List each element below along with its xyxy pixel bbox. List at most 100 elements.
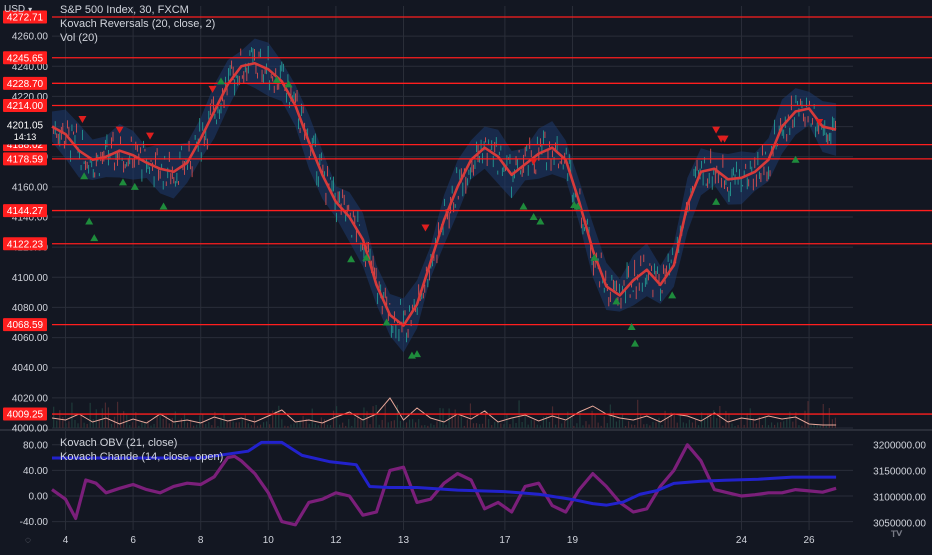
up-arrow-icon (712, 197, 721, 205)
up-arrow-icon (631, 339, 640, 347)
level-label-bg (3, 98, 47, 112)
sub-right-tick-label: 3200000.00 (873, 440, 926, 451)
up-arrow-icon (80, 172, 89, 180)
level-label: 4144.27 (7, 206, 44, 217)
x-tick-label: 12 (330, 535, 342, 546)
indicator-kovach-reversals[interactable]: Kovach Reversals (20, close, 2) (60, 18, 216, 30)
sub-y-tick-label: -40.00 (20, 517, 49, 528)
level-label: 4068.59 (7, 320, 44, 331)
indicator-kovach-obv[interactable]: Kovach OBV (21, close) (60, 437, 178, 449)
down-arrow-icon (720, 135, 729, 143)
up-arrow-icon (413, 350, 422, 358)
up-arrow-icon (284, 80, 293, 88)
down-arrow-icon (529, 158, 538, 166)
up-arrow-icon (536, 217, 545, 225)
volume-ma-line (51, 397, 837, 426)
up-arrow-icon (90, 234, 99, 242)
sub-right-tick-label: 3100000.00 (873, 492, 926, 503)
sub-legend: Kovach OBV (21, close) Kovach Chande (14… (60, 436, 223, 464)
level-label: 4245.65 (7, 53, 44, 64)
up-arrow-icon (668, 291, 677, 299)
x-tick-label: 17 (499, 535, 511, 546)
down-arrow-icon (146, 132, 155, 140)
level-label-bg (3, 10, 47, 24)
down-arrow-icon (421, 224, 430, 232)
level-label: 4214.00 (7, 101, 44, 112)
up-arrow-icon (362, 253, 371, 261)
level-label: 4122.23 (7, 239, 44, 250)
chande-line (51, 443, 837, 527)
sub-y-tick-label: 80.00 (23, 440, 48, 451)
level-label-bg (3, 318, 47, 332)
obv-line (52, 440, 837, 507)
up-arrow-icon (627, 323, 636, 331)
x-tick-label: 13 (398, 535, 410, 546)
y-tick-label: 4140.00 (12, 213, 49, 224)
up-arrow-icon (272, 75, 281, 83)
currency-label: USD (4, 4, 26, 15)
up-arrow-icon (519, 202, 528, 210)
currency-selector[interactable]: USD ▾ (4, 4, 32, 15)
sub-y-tick-label: 0.00 (29, 492, 49, 503)
y-tick-label: 4100.00 (12, 273, 49, 284)
reversal-ma-line (51, 61, 837, 327)
x-tick-label: 19 (567, 535, 579, 546)
level-label-bg (3, 152, 47, 166)
level-label-bg (3, 407, 47, 421)
countdown-label: 14:13 (14, 132, 37, 142)
symbol-title[interactable]: S&P 500 Index, 30, FXCM (60, 4, 189, 16)
sub-y-tick-label: 40.00 (23, 466, 48, 477)
up-arrow-icon (529, 213, 538, 220)
up-arrow-icon (159, 202, 168, 210)
settings-icon: ◌ (25, 535, 31, 546)
y-tick-label: 4020.00 (12, 393, 49, 404)
level-label: 4188.02 (7, 140, 44, 151)
y-tick-label: 4240.00 (12, 62, 49, 73)
x-tick-label: 10 (263, 535, 275, 546)
up-arrow-icon (347, 255, 356, 263)
main-legend: S&P 500 Index, 30, FXCM Kovach Reversals… (60, 3, 215, 45)
y-tick-label: 4160.00 (12, 182, 49, 193)
sub-right-tick-label: 3050000.00 (873, 518, 926, 529)
down-arrow-icon (712, 126, 721, 134)
x-tick-label: 26 (804, 535, 816, 546)
y-tick-label: 4220.00 (12, 92, 49, 103)
current-price-label: 4201.05 (7, 120, 44, 131)
current-price-bg (2, 117, 48, 145)
level-label-bg (3, 204, 47, 218)
y-tick-label: 4040.00 (12, 363, 49, 374)
up-arrow-icon (612, 297, 621, 305)
y-tick-label: 4000.00 (12, 424, 49, 435)
y-tick-label: 4260.00 (12, 32, 49, 43)
level-label: 4272.71 (7, 12, 44, 23)
level-label: 4228.70 (7, 79, 44, 90)
up-arrow-icon (118, 178, 127, 186)
down-arrow-icon (815, 119, 824, 127)
indicator-volume[interactable]: Vol (20) (60, 32, 98, 44)
up-arrow-icon (85, 217, 94, 225)
y-tick-label: 4080.00 (12, 303, 49, 314)
down-arrow-icon (208, 85, 217, 93)
down-arrow-icon (115, 126, 124, 134)
level-label: 4178.59 (7, 154, 44, 165)
up-arrow-icon (590, 253, 599, 261)
level-label: 4009.25 (7, 410, 44, 421)
level-label-bg (3, 76, 47, 90)
indicator-kovach-chande[interactable]: Kovach Chande (14, close, open) (60, 451, 224, 463)
chevron-down-icon: ▾ (28, 5, 33, 14)
up-arrow-icon (130, 182, 139, 190)
up-arrow-icon (573, 202, 582, 210)
x-tick-label: 24 (736, 535, 748, 546)
up-arrow-icon (791, 155, 800, 163)
level-label-bg (3, 237, 47, 251)
x-tick-label: 6 (130, 535, 136, 546)
sub-right-tick-label: 3150000.00 (873, 466, 926, 477)
up-arrow-icon (216, 77, 225, 85)
level-label-bg (3, 51, 47, 65)
x-tick-label: 8 (198, 535, 204, 546)
tradingview-logo-icon: ᵀⱽ (890, 528, 902, 543)
down-arrow-icon (78, 116, 87, 124)
